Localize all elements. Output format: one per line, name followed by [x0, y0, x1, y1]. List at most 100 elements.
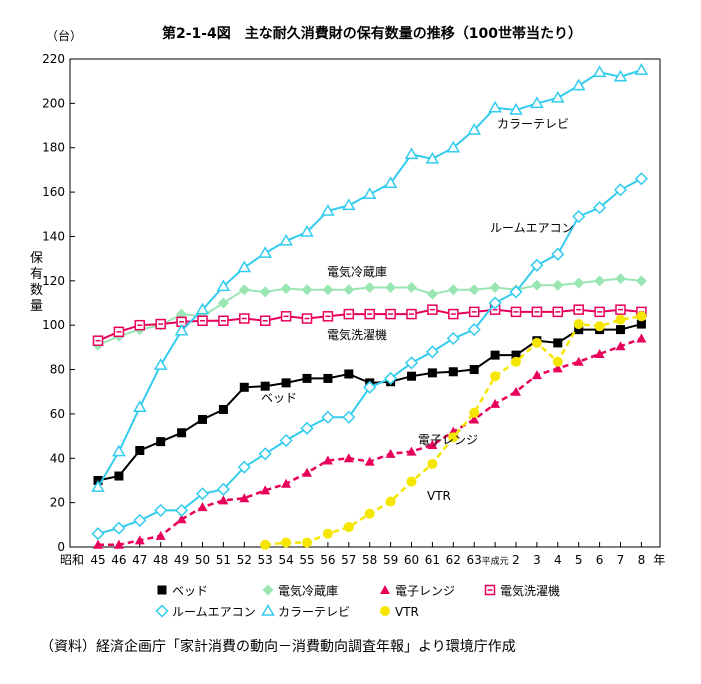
data-point [343, 284, 355, 296]
inline-series-label: 電気冷蔵庫 [327, 264, 387, 279]
data-point [615, 304, 626, 315]
data-point [91, 480, 105, 492]
data-point [427, 368, 437, 378]
data-point [322, 311, 334, 322]
data-point [93, 539, 103, 549]
y-tick-label: 0 [57, 540, 65, 554]
data-point [593, 201, 607, 215]
data-point [362, 187, 377, 200]
x-tick-label: 55 [299, 553, 314, 567]
legend-label: 電気冷蔵庫 [278, 583, 338, 598]
x-era-label: 昭和 [60, 553, 84, 567]
x-tick-label: 63 [467, 553, 482, 567]
data-point [155, 530, 166, 540]
x-tick-label: 46 [111, 553, 126, 567]
legend-label: ルームエアコン [172, 605, 256, 619]
data-point [448, 308, 459, 320]
x-tick-label: 53 [258, 553, 273, 567]
data-point [91, 527, 105, 541]
legend-marker [155, 604, 169, 618]
x-tick-label: 62 [446, 553, 461, 567]
data-point [573, 277, 585, 289]
data-point [427, 304, 438, 315]
y-tick-label: 20 [50, 496, 65, 510]
data-point [489, 281, 501, 293]
data-point [468, 284, 480, 296]
legend-label: VTR [395, 605, 419, 619]
data-point [363, 380, 377, 394]
data-point [342, 410, 356, 424]
y-unit-label: （台） [46, 28, 82, 43]
legend-marker [380, 585, 390, 594]
data-point [134, 535, 145, 545]
plot-frame [69, 58, 661, 548]
data-point [323, 373, 333, 383]
data-point [531, 306, 543, 318]
data-point [341, 198, 356, 211]
data-point [280, 283, 292, 295]
y-axis-label-char: 有 [30, 267, 43, 282]
data-point [488, 296, 502, 310]
data-point [531, 337, 542, 348]
data-point [615, 273, 626, 285]
data-point [197, 502, 208, 512]
legend-label: カラーテレビ [278, 605, 350, 619]
data-point [113, 539, 124, 549]
data-point [260, 539, 271, 550]
x-tick-label: 57 [341, 553, 356, 567]
legend-item: VTR [380, 605, 419, 619]
data-point [573, 319, 584, 330]
data-point [239, 493, 250, 503]
x-unit-label: 年 [653, 553, 665, 567]
data-point [114, 471, 124, 481]
inline-series-label: カラーテレビ [497, 117, 569, 131]
data-point [594, 306, 605, 318]
x-tick-label: 6 [596, 553, 604, 567]
data-point [469, 414, 480, 424]
data-point [404, 356, 419, 370]
data-point [385, 281, 397, 293]
inline-series-label: 電子レンジ [418, 433, 478, 447]
data-point [174, 323, 189, 336]
data-point [364, 508, 375, 519]
data-point [634, 172, 648, 186]
x-tick-label: 47 [132, 553, 147, 567]
data-point [113, 326, 125, 338]
data-point [258, 246, 273, 258]
x-tick-label: 49 [174, 553, 189, 567]
data-point [552, 279, 564, 291]
data-point [594, 275, 606, 287]
y-tick-label: 120 [42, 274, 65, 288]
data-point [259, 315, 271, 326]
data-point [280, 311, 292, 322]
data-point [615, 341, 626, 351]
series-6 [260, 311, 647, 550]
data-point [531, 370, 542, 380]
y-tick-label: 140 [42, 229, 65, 243]
x-tick-label: 58 [362, 553, 377, 567]
legend-marker [261, 604, 275, 616]
data-point [552, 363, 563, 373]
data-point [177, 428, 187, 438]
data-point [406, 308, 417, 320]
data-point [490, 371, 501, 382]
data-point [175, 503, 189, 517]
data-point [112, 521, 126, 535]
data-point [301, 313, 313, 324]
data-point [153, 358, 168, 370]
legend-item: 電気冷蔵庫 [262, 583, 338, 598]
x-tick-label: 51 [216, 553, 231, 567]
data-point [238, 284, 250, 296]
x-tick-label: 48 [153, 553, 168, 567]
x-tick-label: 8 [638, 553, 646, 567]
data-point [218, 315, 229, 326]
data-point [404, 147, 419, 160]
x-tick-label: 61 [425, 553, 440, 567]
x-tick-label: 4 [554, 553, 562, 567]
data-point [344, 369, 354, 379]
data-point [217, 297, 229, 309]
data-point [343, 453, 354, 463]
legend-marker [157, 585, 167, 595]
